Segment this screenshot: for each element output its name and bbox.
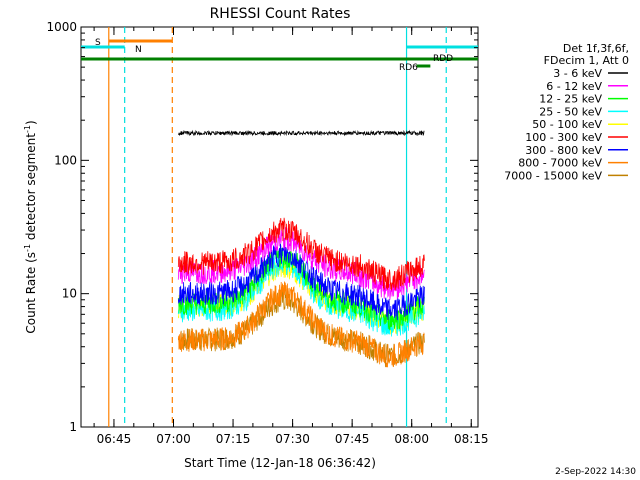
legend-entry: 12 - 25 keV	[539, 93, 602, 106]
legend-entry: 50 - 100 keV	[532, 118, 602, 131]
x-tick-label: 08:00	[394, 432, 429, 446]
x-tick-label: 07:45	[335, 432, 370, 446]
y-tick-label: 1000	[46, 20, 77, 34]
legend-entry: 25 - 50 keV	[539, 105, 602, 118]
plot-frame	[80, 26, 479, 428]
y-axis: 1 10 100 1000	[46, 20, 478, 434]
series-line	[177, 243, 425, 321]
vertical-markers	[108, 27, 447, 427]
legend-entry: 7000 - 15000 keV	[504, 169, 602, 182]
x-tick-label: 07:15	[216, 432, 251, 446]
legend: Det 1f,3f,6f, FDecim 1, Att 0 3 - 6 keV6…	[504, 42, 629, 182]
legend-entry: 800 - 7000 keV	[518, 157, 602, 170]
series-line	[177, 217, 425, 291]
series-line	[177, 129, 425, 137]
x-axis: 06:45 07:00 07:15 07:30 07:45 08:00 08:15	[93, 27, 489, 446]
legend-entry: 6 - 12 keV	[546, 80, 602, 93]
series-group	[177, 129, 425, 368]
legend-entry: 3 - 6 keV	[553, 67, 602, 80]
RD6-label: RD6	[399, 63, 418, 73]
legend-header-1: Det 1f,3f,6f,	[563, 42, 629, 55]
x-tick-label: 06:45	[97, 432, 132, 446]
y-tick-label: 1	[69, 420, 77, 434]
footer-date: 2-Sep-2022 14:30	[555, 467, 636, 477]
legend-entry: 300 - 800 keV	[525, 144, 602, 157]
RDD-label: RDD	[433, 54, 453, 64]
legend-header-2: FDecim 1, Att 0	[544, 54, 629, 67]
x-tick-label: 07:00	[156, 432, 191, 446]
series-line	[177, 281, 425, 368]
y-tick-label: 10	[62, 287, 77, 301]
x-tick-label: 08:15	[454, 432, 489, 446]
y-tick-label: 100	[54, 153, 77, 167]
legend-entry: 100 - 300 keV	[525, 131, 602, 144]
chart-title: RHESSI Count Rates	[210, 6, 351, 22]
x-tick-label: 07:30	[275, 432, 310, 446]
status-bars: S N RD6 RDD	[81, 38, 478, 73]
S-label: S	[95, 38, 101, 48]
x-axis-label: Start Time (12-Jan-18 06:36:42)	[184, 456, 376, 470]
N-label: N	[135, 45, 142, 55]
y-axis-label: Count Rate (s-1 detector segment-1)	[23, 120, 38, 333]
